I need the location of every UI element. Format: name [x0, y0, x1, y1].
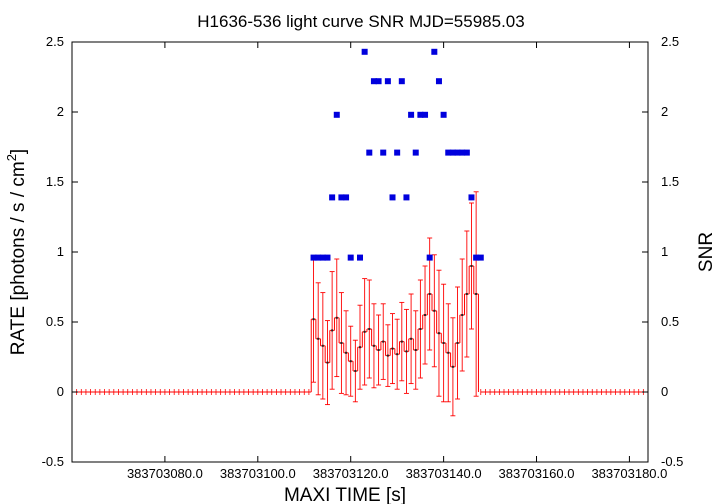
- y2-tick-label: 0: [661, 384, 668, 399]
- y2-tick-label: 2.5: [661, 34, 679, 49]
- x-tick-label: 383703140.0: [406, 466, 482, 481]
- rate-point: [424, 314, 427, 316]
- snr-point: [417, 111, 424, 118]
- snr-point: [366, 149, 373, 156]
- rate-point: [377, 349, 380, 351]
- y-axis-label: RATE [photons / s / cm2]: [4, 149, 29, 355]
- rate-point: [465, 293, 468, 295]
- y-tick-label: 2.5: [46, 34, 64, 49]
- snr-point: [324, 254, 331, 261]
- rate-point: [428, 293, 431, 295]
- rate-point: [382, 340, 385, 343]
- snr-point: [431, 48, 438, 55]
- snr-point: [315, 254, 322, 261]
- x-tick-label: 383703160.0: [499, 466, 575, 481]
- rate-point: [456, 342, 459, 344]
- rate-point: [363, 330, 366, 333]
- snr-point: [449, 149, 456, 156]
- rate-point: [317, 337, 320, 340]
- rate-point: [470, 265, 473, 267]
- y2-tick-label: 1.5: [661, 174, 679, 189]
- snr-point: [403, 194, 410, 201]
- snr-point: [389, 194, 396, 201]
- rate-point: [433, 309, 436, 312]
- y-tick-label: -0.5: [42, 454, 64, 469]
- rate-point: [354, 370, 357, 372]
- snr-point: [384, 78, 391, 85]
- x-axis-label: MAXI TIME [s]: [284, 485, 406, 504]
- snr-point: [398, 78, 405, 85]
- rate-point: [396, 353, 399, 356]
- snr-point: [357, 254, 363, 261]
- snr-point: [454, 149, 461, 156]
- snr-point: [375, 78, 382, 85]
- x-tick-label: 383703120.0: [313, 466, 389, 481]
- y2-tick-label: 0.5: [661, 314, 679, 329]
- rate-point: [419, 328, 422, 330]
- rate-point: [442, 342, 445, 344]
- y2-tick-label: 2: [661, 104, 668, 119]
- rate-point: [340, 342, 343, 344]
- snr-point: [426, 254, 433, 261]
- rate-point: [312, 318, 315, 321]
- rate-point: [447, 351, 450, 354]
- snr-point: [319, 254, 326, 261]
- y-axis-label-superscript: 2: [4, 154, 19, 161]
- snr-point: [422, 111, 429, 118]
- y2-tick-label: -0.5: [661, 454, 683, 469]
- rate-point: [437, 332, 440, 335]
- snr-point: [338, 194, 345, 201]
- snr-point: [333, 111, 340, 118]
- rate-point: [345, 351, 348, 354]
- snr-point: [347, 254, 354, 261]
- snr-point: [459, 149, 466, 156]
- y-tick-label: 0.5: [46, 314, 64, 329]
- plot-frame: [71, 41, 649, 463]
- x-tick-label: 383703080.0: [127, 466, 203, 481]
- snr-point: [435, 78, 442, 85]
- rate-point: [326, 361, 329, 364]
- snr-point: [361, 48, 368, 55]
- snr-point: [370, 78, 377, 85]
- snr-point: [473, 254, 480, 261]
- snr-point: [477, 254, 484, 261]
- rate-point: [335, 316, 338, 319]
- y-tick-label: 1: [57, 244, 64, 259]
- y2-axis-label: SNR: [696, 232, 717, 272]
- snr-point: [310, 254, 317, 261]
- snr-point: [468, 194, 475, 201]
- rate-point: [372, 344, 375, 347]
- rate-point: [331, 329, 334, 332]
- rate-point: [461, 314, 464, 316]
- snr-point: [394, 149, 401, 156]
- rate-point: [405, 350, 408, 353]
- rate-point: [386, 354, 389, 357]
- y2-tick-label: 1: [661, 244, 668, 259]
- snr-point: [412, 149, 419, 156]
- snr-point: [445, 149, 452, 156]
- y-tick-label: 2: [57, 104, 64, 119]
- rate-point: [359, 346, 361, 349]
- rate-point: [321, 344, 324, 347]
- rate-point: [451, 365, 454, 368]
- rate-point: [414, 349, 417, 351]
- x-tick-label: 383703100.0: [220, 466, 296, 481]
- rate-point: [368, 328, 371, 330]
- snr-point: [408, 111, 415, 118]
- snr-point: [329, 194, 336, 201]
- snr-point: [440, 111, 447, 118]
- chart-title: H1636-536 light curve SNR MJD=55985.03: [197, 12, 524, 31]
- x-tick-label: 383703180.0: [591, 466, 667, 481]
- rate-point: [410, 337, 413, 340]
- snr-point: [380, 149, 387, 156]
- rate-point: [391, 347, 394, 350]
- y-tick-label: 1.5: [46, 174, 64, 189]
- rate-point: [400, 340, 403, 343]
- rate-point: [475, 293, 478, 295]
- snr-point: [463, 149, 470, 156]
- y-tick-label: 0: [57, 384, 64, 399]
- snr-point: [343, 194, 350, 201]
- rate-point: [349, 360, 352, 363]
